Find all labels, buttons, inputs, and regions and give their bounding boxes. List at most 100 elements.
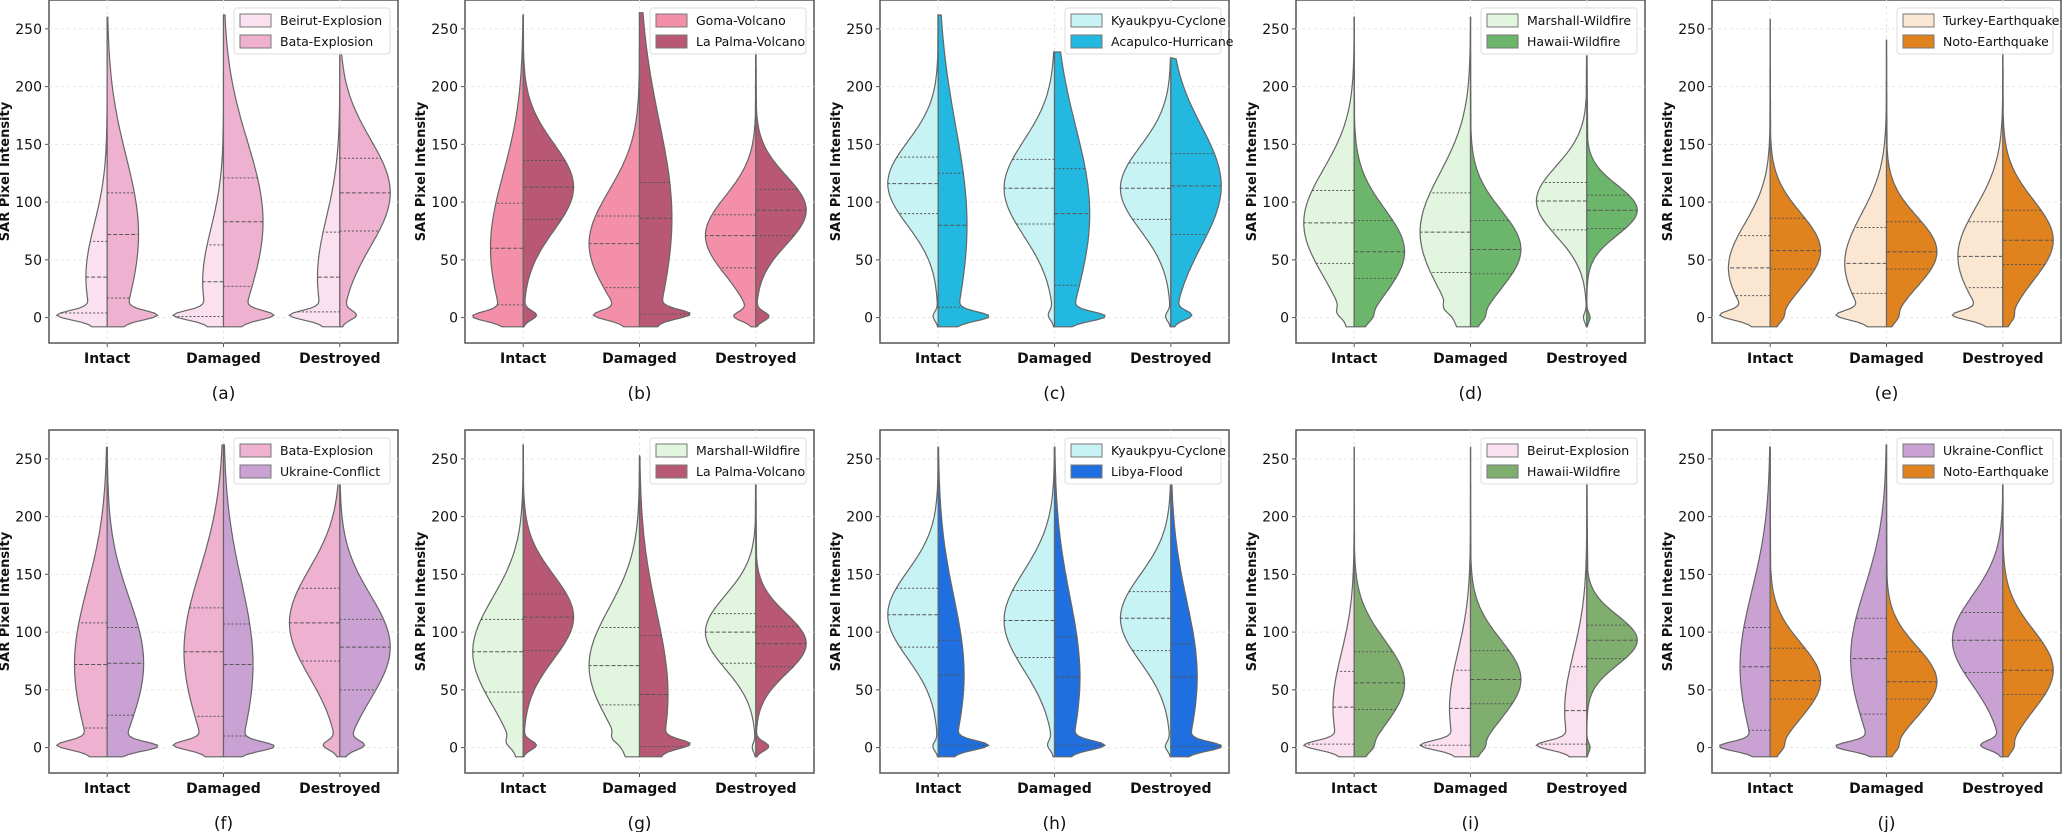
x-tick-label: Damaged [1849,351,1924,367]
violin-half [588,455,641,758]
x-tick-label: Intact [1331,351,1378,367]
y-tick-label: 150 [431,137,458,153]
legend-swatch [1070,34,1103,49]
panel-caption: (i) [1462,814,1480,832]
y-tick-label: 250 [846,452,873,468]
x-tick-label: Destroyed [715,351,796,367]
y-axis-label: SAR Pixel Intensity [414,101,429,241]
y-tick-label: 150 [431,567,458,583]
panel-caption: (b) [627,384,651,404]
violin-half [1053,446,1107,758]
violin-half [522,14,575,328]
y-tick-label: 100 [1678,625,1705,641]
y-tick-label: 50 [440,253,458,269]
y-tick-label: 200 [15,80,42,96]
panel-h: 0 50 100 150 200 250 SAR Pixel Intensity Intact… [829,429,1230,832]
y-tick-label: 250 [15,452,42,468]
y-tick-label: 150 [846,567,873,583]
violin-half [937,14,990,328]
x-tick-label: Damaged [1017,351,1092,367]
violin-half [1719,446,1771,758]
legend-label: La Palma-Volcano [696,464,805,479]
violin-half [937,446,990,758]
panel-c: 0 50 100 150 200 250 SAR Pixel Intensity Intact… [829,0,1234,404]
x-tick-label: Intact [1331,781,1378,797]
legend-label: Noto-Earthquake [1943,464,2049,479]
legend-swatch [1486,13,1519,28]
panel-d: 0 50 100 150 200 250 SAR Pixel Intensity Intact… [1245,0,1646,404]
violin-half [887,14,939,328]
y-tick-label: 250 [1678,452,1705,468]
legend-box [1480,437,1638,485]
y-axis-label: SAR Pixel Intensity [1245,101,1260,241]
violin-half [222,444,275,758]
panel-caption: (j) [1878,814,1896,832]
violin-half [339,51,391,328]
violin-half [1119,57,1172,328]
violin-half [638,455,691,758]
legend-box [649,437,807,485]
y-tick-label: 50 [24,683,42,699]
legend-swatch [655,443,688,458]
legend-box [649,7,807,55]
violin-half [1053,51,1106,328]
legend-box [1896,437,2054,485]
legend-label: Ukraine-Conflict [280,464,380,479]
violin-half [638,12,691,328]
y-tick-label: 250 [1262,22,1289,38]
violin-half [1353,16,1406,328]
legend-label: Beirut-Explosion [280,13,382,28]
panel-caption: (a) [212,384,236,404]
x-tick-label: Damaged [602,351,677,367]
legend-swatch [1070,443,1103,458]
y-tick-label: 200 [15,510,42,526]
y-tick-label: 100 [15,625,42,641]
y-tick-label: 100 [431,625,458,641]
y-tick-label: 200 [1678,80,1705,96]
y-tick-label: 200 [846,80,873,96]
y-tick-label: 150 [15,137,42,153]
legend-swatch [1902,443,1935,458]
legend-label: Libya-Flood [1111,464,1183,479]
violin-half [1835,444,1888,758]
y-tick-label: 200 [431,510,458,526]
x-tick-label: Destroyed [715,781,796,797]
y-axis-label: SAR Pixel Intensity [829,531,844,671]
panel-i: 0 50 100 150 200 250 SAR Pixel Intensity Intact… [1245,429,1646,832]
violin-half [172,444,225,758]
violin-half [1951,481,2004,758]
violin-half [1353,446,1406,758]
y-tick-label: 250 [1678,22,1705,38]
y-tick-label: 50 [24,253,42,269]
x-tick-label: Destroyed [1130,351,1211,367]
y-tick-label: 50 [855,683,873,699]
y-tick-label: 0 [1280,741,1289,757]
x-tick-label: Destroyed [299,781,380,797]
x-tick-label: Destroyed [299,351,380,367]
legend-label: Marshall-Wildfire [696,443,800,458]
panel-e: 0 50 100 150 200 250 SAR Pixel Intensity Intact… [1661,0,2062,404]
legend-box [1896,7,2054,55]
panel-a: 0 50 100 150 200 250 SAR Pixel Intensity Intact… [0,0,399,404]
y-tick-label: 250 [1262,452,1289,468]
legend-swatch [1486,464,1519,479]
violin-half [1419,16,1472,328]
x-tick-label: Damaged [1849,781,1924,797]
legend-label: Kyaukpyu-Cyclone [1111,13,1226,28]
legend-box [233,437,391,485]
violin-half [106,446,159,758]
y-tick-label: 250 [15,22,42,38]
legend-label: Hawaii-Wildfire [1527,464,1621,479]
y-tick-label: 200 [1262,510,1289,526]
y-tick-label: 250 [431,452,458,468]
legend-label: Ukraine-Conflict [1943,443,2043,458]
violin-half [222,14,275,328]
panel-caption: (e) [1875,384,1899,404]
x-tick-label: Intact [500,351,547,367]
y-axis-label: SAR Pixel Intensity [0,101,13,241]
y-axis-label: SAR Pixel Intensity [1661,531,1676,671]
x-tick-label: Damaged [186,781,261,797]
y-tick-label: 100 [1262,625,1289,641]
panel-j: 0 50 100 150 200 250 SAR Pixel Intensity Intact… [1661,429,2062,832]
y-tick-label: 50 [1687,683,1705,699]
